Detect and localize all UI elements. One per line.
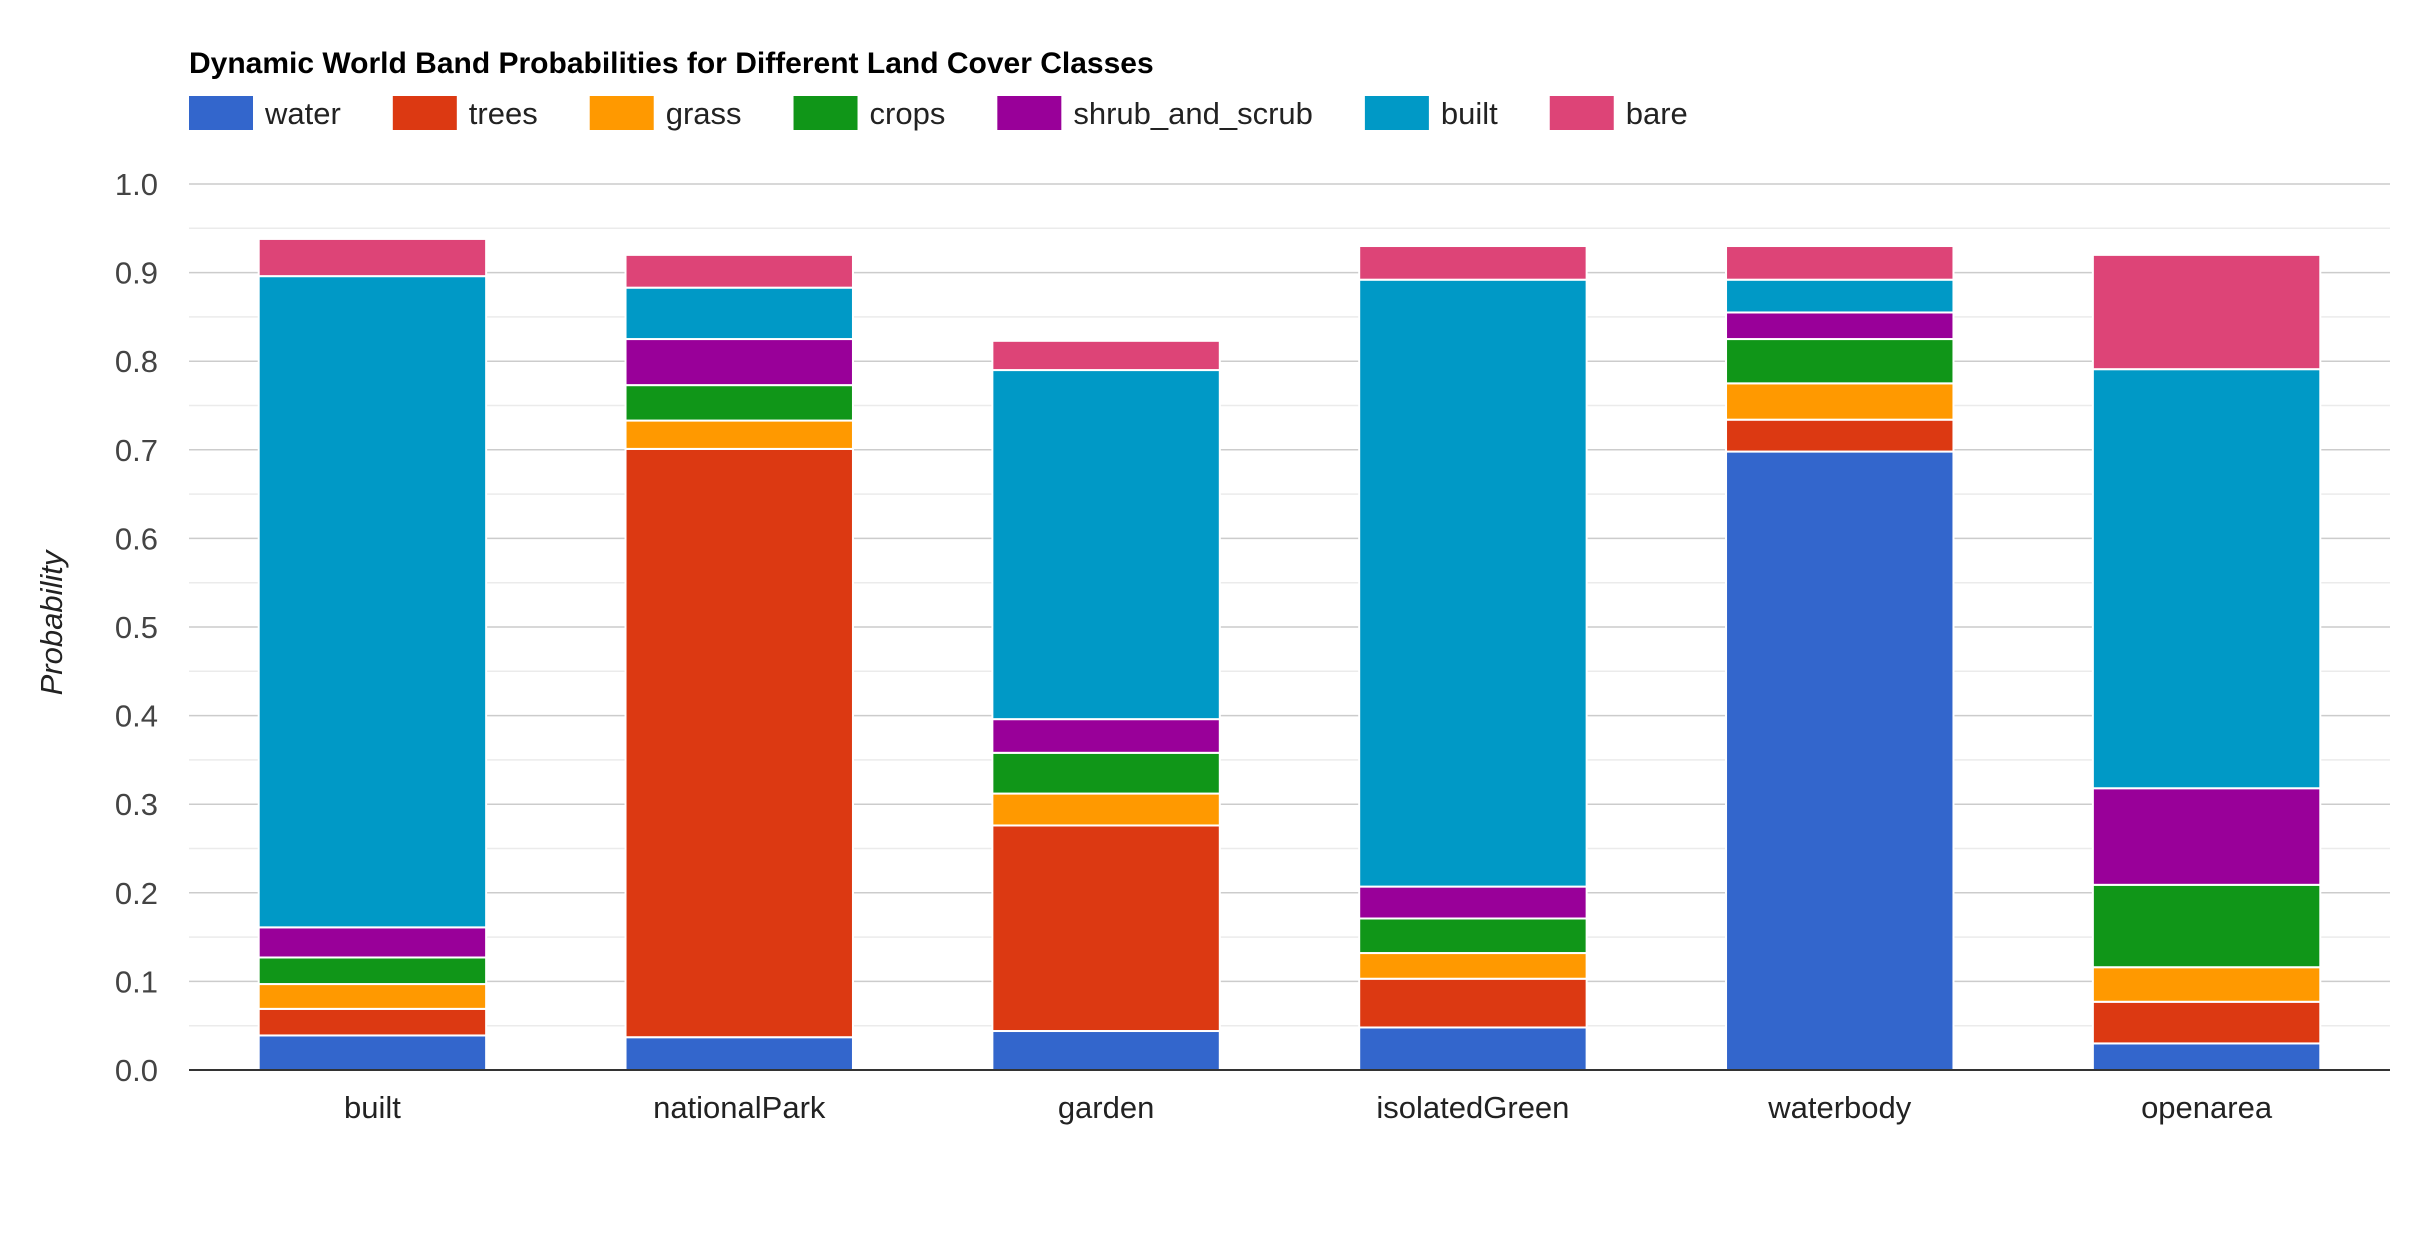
x-tick-label: isolatedGreen xyxy=(1376,1090,1569,1125)
x-axis-labels: built nationalPark garden isolatedGreen wate… xyxy=(344,1090,2273,1125)
bar-segment-water[interactable] xyxy=(257,1034,488,1072)
legend-swatch xyxy=(1364,96,1429,130)
legend-label: shrub_and_scrub xyxy=(1073,96,1313,131)
legend-item-bare[interactable]: bare xyxy=(1549,96,1688,131)
bar-segment-trees[interactable] xyxy=(624,447,854,1039)
legend: water trees grass crops shrub_and_scrub built… xyxy=(189,96,1688,131)
bar-segment-grass[interactable] xyxy=(1358,952,1588,980)
legend-label: trees xyxy=(469,96,538,131)
bar-segment-crops[interactable] xyxy=(624,384,854,422)
y-axis-title: Probability xyxy=(34,548,69,695)
chart-title: Dynamic World Band Probabilities for Dif… xyxy=(189,47,1154,80)
bar-segment-shrub-and-scrub[interactable] xyxy=(1358,885,1588,920)
bar-segment-shrub-and-scrub[interactable] xyxy=(991,718,1221,754)
bar-segment-grass[interactable] xyxy=(1725,382,1955,421)
x-tick-label: nationalPark xyxy=(653,1090,826,1125)
legend-swatch xyxy=(392,96,457,130)
y-tick-label: 0.4 xyxy=(115,699,158,734)
y-tick-label: 0.9 xyxy=(115,256,158,291)
legend-item-built[interactable]: built xyxy=(1364,96,1498,131)
y-tick-label: 0.2 xyxy=(115,876,158,911)
bar-segment-grass[interactable] xyxy=(2091,966,2322,1003)
x-tick-label: waterbody xyxy=(1767,1090,1912,1125)
bar-segment-trees[interactable] xyxy=(991,824,1221,1033)
bar-segment-built[interactable] xyxy=(624,286,854,341)
bar-segment-grass[interactable] xyxy=(991,792,1221,827)
legend-label: built xyxy=(1441,96,1498,131)
bar-segment-built[interactable] xyxy=(2091,368,2322,790)
bar-segment-water[interactable] xyxy=(991,1030,1221,1071)
y-tick-label: 0.5 xyxy=(115,610,158,645)
bar-segment-trees[interactable] xyxy=(2091,1000,2322,1045)
legend-item-trees[interactable]: trees xyxy=(392,96,538,131)
y-axis-ticks: 0.0 0.1 0.2 0.3 0.4 0.5 0.6 0.7 0.8 0.9 1.0 xyxy=(115,167,158,1088)
bar-segment-grass[interactable] xyxy=(257,983,488,1010)
gridlines xyxy=(189,183,2390,1027)
bar-segment-water[interactable] xyxy=(2091,1042,2322,1072)
bar-segment-crops[interactable] xyxy=(2091,883,2322,969)
bar-segment-bare[interactable] xyxy=(624,253,854,289)
y-tick-label: 1.0 xyxy=(115,167,158,202)
legend-swatch xyxy=(997,96,1062,130)
y-tick-label: 0.6 xyxy=(115,521,158,556)
x-tick-label: garden xyxy=(1058,1090,1155,1125)
y-tick-label: 0.0 xyxy=(115,1053,158,1088)
bar-segment-bare[interactable] xyxy=(991,339,1221,372)
bar-segment-bare[interactable] xyxy=(1725,245,1955,281)
bar-segment-shrub-and-scrub[interactable] xyxy=(1725,311,1955,341)
bar-segment-crops[interactable] xyxy=(1358,917,1588,955)
legend-swatch xyxy=(589,96,654,130)
bar-segment-bare[interactable] xyxy=(1358,245,1588,281)
y-tick-label: 0.8 xyxy=(115,344,158,379)
bar-segment-shrub-and-scrub[interactable] xyxy=(2091,787,2322,886)
legend-swatch xyxy=(189,96,253,130)
bar-segment-water[interactable] xyxy=(1725,450,1955,1071)
bar-segment-trees[interactable] xyxy=(1725,418,1955,453)
bar-segment-built[interactable] xyxy=(257,275,488,929)
y-tick-label: 0.7 xyxy=(115,433,158,468)
legend-item-grass[interactable]: grass xyxy=(589,96,742,131)
bar-segment-shrub-and-scrub[interactable] xyxy=(257,926,488,959)
bar-segment-grass[interactable] xyxy=(624,419,854,450)
y-tick-label: 0.3 xyxy=(115,787,158,822)
bar-segment-built[interactable] xyxy=(1358,278,1588,888)
bar-segment-bare[interactable] xyxy=(2091,253,2322,371)
legend-label: grass xyxy=(666,96,742,131)
legend-swatch xyxy=(793,96,858,130)
bar-segment-water[interactable] xyxy=(624,1036,854,1072)
legend-item-shrub-and-scrub[interactable]: shrub_and_scrub xyxy=(997,96,1313,131)
x-tick-label: openarea xyxy=(2141,1090,2273,1125)
bar-segment-bare[interactable] xyxy=(257,237,488,278)
bar-segment-built[interactable] xyxy=(991,369,1221,721)
bar-segment-crops[interactable] xyxy=(1725,338,1955,385)
legend-item-water[interactable]: water xyxy=(189,96,341,131)
legend-label: crops xyxy=(870,96,946,131)
bar-segment-trees[interactable] xyxy=(257,1007,488,1037)
bar-segment-crops[interactable] xyxy=(991,751,1221,795)
bar-segment-trees[interactable] xyxy=(1358,977,1588,1029)
bar-segment-crops[interactable] xyxy=(257,956,488,986)
y-tick-label: 0.1 xyxy=(115,964,158,999)
bar-segment-built[interactable] xyxy=(1725,278,1955,314)
bars xyxy=(257,237,2322,1072)
legend-swatch xyxy=(1549,96,1614,130)
x-tick-label: built xyxy=(344,1090,401,1125)
legend-label: water xyxy=(264,96,341,131)
legend-item-crops[interactable]: crops xyxy=(793,96,946,131)
legend-label: bare xyxy=(1626,96,1688,131)
bar-segment-shrub-and-scrub[interactable] xyxy=(624,338,854,387)
bar-segment-water[interactable] xyxy=(1358,1026,1588,1072)
